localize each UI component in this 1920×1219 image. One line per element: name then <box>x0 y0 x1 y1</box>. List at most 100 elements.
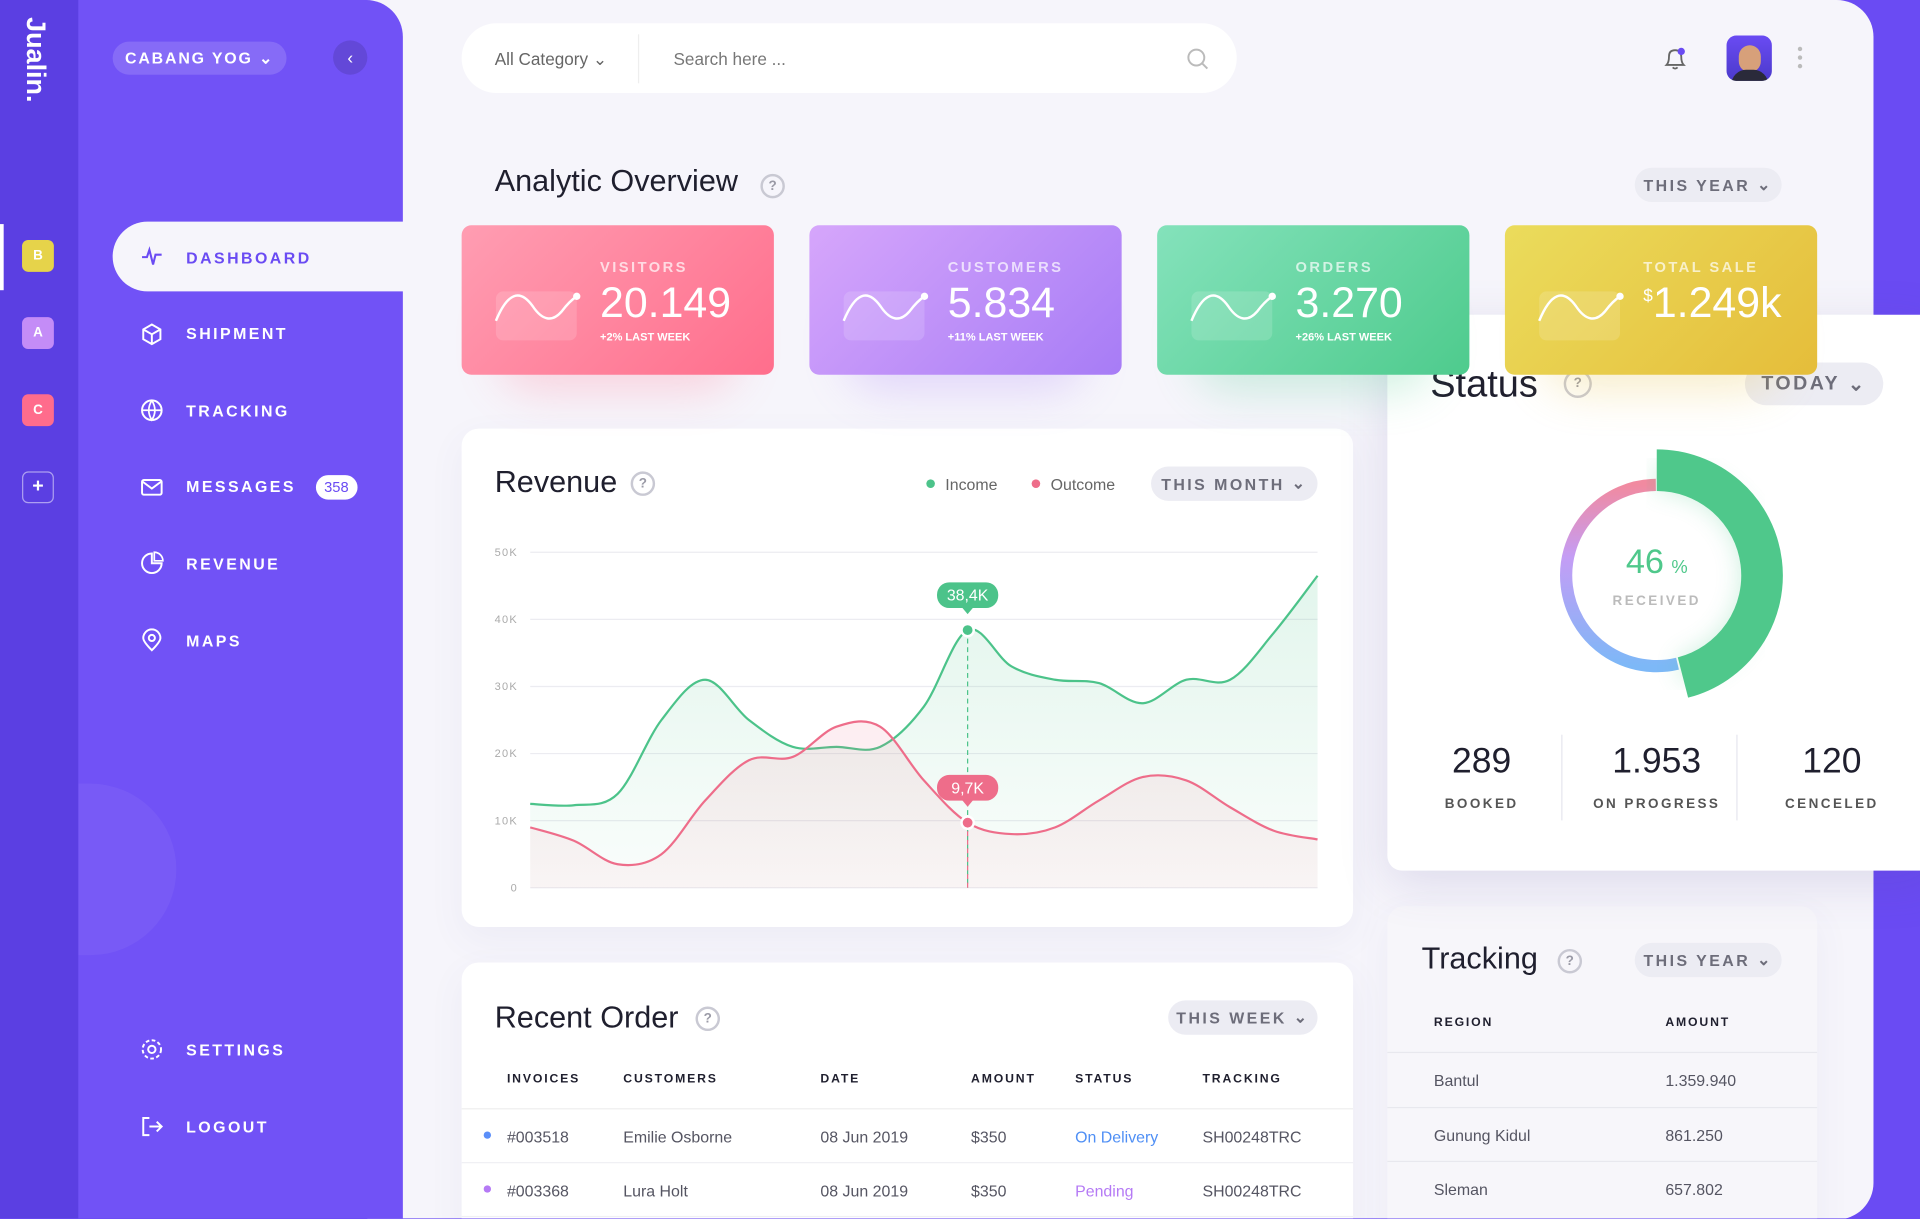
row-rule <box>461 1215 1354 1218</box>
revenue-chart: 0 10K 20K 30K 40K 50K 38,4K Income 9,7K Outcome <box>495 477 1319 894</box>
y-tick-label: 20K <box>495 748 518 760</box>
nav-icon <box>142 246 162 265</box>
card-number: 1.249k <box>1652 279 1782 327</box>
y-tick-label: 40K <box>495 614 518 626</box>
stat-label: BOOKED <box>1444 797 1519 812</box>
table-rule <box>461 1108 1354 1110</box>
nav-item[interactable]: DASHBOARD <box>140 242 312 271</box>
menu-icon[interactable] <box>1794 45 1806 69</box>
nav-item[interactable]: SHIPMENT <box>140 319 288 348</box>
period-select[interactable]: THIS MONTH ⌄ <box>1151 466 1318 501</box>
period-select[interactable]: THIS YEAR ⌄ <box>1634 167 1782 203</box>
nav-label: MAPS <box>186 631 242 650</box>
y-tick-label: 10K <box>495 815 518 827</box>
series-area <box>530 721 1318 888</box>
donut-value: 46% <box>1626 543 1688 581</box>
branch-selector[interactable]: CABANG YOG ⌄ <box>112 41 287 75</box>
table-cell: 1.359.940 <box>1665 1071 1737 1090</box>
stat-label: CENCELED <box>1784 797 1879 812</box>
legend-label: Outcome <box>1051 477 1116 494</box>
nav-item[interactable]: SETTINGS <box>140 1035 286 1064</box>
nav-label: MESSAGES <box>186 477 296 497</box>
workspace-tile[interactable]: + <box>22 471 54 504</box>
legend-label: Income <box>945 477 997 494</box>
row-dot <box>483 1131 492 1139</box>
table-cell: 08 Jun 2019 <box>820 1181 909 1201</box>
stat-label: ON PROGRESS <box>1593 797 1721 812</box>
value-label-tip <box>961 799 974 807</box>
nav-item[interactable]: LOGOUT <box>140 1112 269 1141</box>
nav-item[interactable]: TRACKING <box>140 396 290 425</box>
value-label-bg <box>937 582 999 609</box>
nav-label: SHIPMENT <box>186 324 288 343</box>
card-value: $1.249k <box>1643 279 1781 328</box>
nav-item[interactable]: REVENUE <box>140 549 281 578</box>
table-cell: Sleman <box>1433 1180 1488 1199</box>
nav-item[interactable]: MAPS <box>140 626 242 655</box>
legend-marker <box>926 479 935 488</box>
nav-label: SETTINGS <box>186 1040 286 1059</box>
table-header: INVOICES <box>506 1072 581 1087</box>
workspace-tile[interactable]: C <box>22 394 54 427</box>
workspace-tile[interactable]: A <box>22 317 54 349</box>
avatar[interactable] <box>1726 35 1772 81</box>
nav-icon <box>142 322 162 345</box>
logo: Jualin. <box>20 17 52 103</box>
orders-title: Recent Order <box>494 1000 679 1035</box>
row-rule <box>461 1162 1354 1164</box>
card-value: 20.149 <box>600 279 731 328</box>
period-select[interactable]: THIS WEEK ⌄ <box>1168 1000 1318 1035</box>
revenue-title: Revenue <box>494 465 618 500</box>
period-select[interactable]: THIS YEAR ⌄ <box>1634 942 1782 978</box>
table-cell: SH00248TRC <box>1202 1181 1302 1201</box>
card-value: 5.834 <box>948 279 1055 328</box>
card-sparkline <box>494 291 581 341</box>
table-cell: 861.250 <box>1665 1125 1723 1145</box>
stat-card: ORDERS 3.270 +26% LAST WEEK <box>1157 225 1470 375</box>
help-icon[interactable]: ? <box>760 173 785 199</box>
stat-value: 1.953 <box>1612 742 1702 782</box>
help-icon[interactable]: ? <box>630 471 656 496</box>
series-line <box>530 575 1319 807</box>
help-icon[interactable]: ? <box>1557 948 1583 974</box>
card-number: 5.834 <box>947 279 1056 327</box>
donut-track <box>1560 478 1679 673</box>
table-header: REGION <box>1433 1016 1494 1030</box>
nav-item[interactable]: MESSAGES 358 <box>140 472 358 501</box>
card-value: 3.270 <box>1296 279 1403 328</box>
period: TODAY <box>1761 372 1841 394</box>
stat-card: TOTAL SALE $1.249k <box>1504 225 1818 375</box>
search-icon[interactable] <box>1185 47 1209 71</box>
value-label-tip <box>961 606 974 615</box>
table-header: AMOUNT <box>971 1072 1036 1087</box>
table-cell: On Delivery <box>1075 1127 1159 1147</box>
period: THIS MONTH <box>1161 474 1285 493</box>
table-cell: 08 Jun 2019 <box>820 1127 909 1147</box>
period: THIS YEAR <box>1643 950 1751 970</box>
sidebar <box>78 0 403 1219</box>
donut-label: RECEIVED <box>1613 593 1701 608</box>
row-rule <box>1387 1160 1818 1163</box>
tracking-title: Tracking <box>1421 941 1538 976</box>
donut-number: 46 <box>1626 543 1664 581</box>
nav-icon <box>141 551 164 575</box>
bell-icon[interactable] <box>1660 44 1689 73</box>
table-cell: Gunung Kidul <box>1433 1125 1531 1145</box>
stat-card: CUSTOMERS 5.834 +11% LAST WEEK <box>809 225 1122 375</box>
category: All Category <box>494 48 589 69</box>
search-input[interactable]: Search here ... <box>673 48 786 69</box>
card-change: +26% LAST WEEK <box>1295 330 1392 343</box>
card-number: 3.270 <box>1295 279 1403 327</box>
overview-title: Analytic Overview <box>494 164 738 199</box>
collapse-button[interactable]: ‹ <box>333 40 368 75</box>
highlight-point <box>960 622 975 638</box>
help-icon[interactable]: ? <box>695 1006 721 1032</box>
table-cell: $350 <box>971 1127 1007 1147</box>
workspace-tile[interactable]: B <box>22 240 54 272</box>
row-dot <box>483 1185 492 1193</box>
category-select[interactable]: All Category ⌄ <box>494 48 608 69</box>
highlight-point <box>960 815 975 831</box>
period: THIS YEAR <box>1643 175 1751 195</box>
